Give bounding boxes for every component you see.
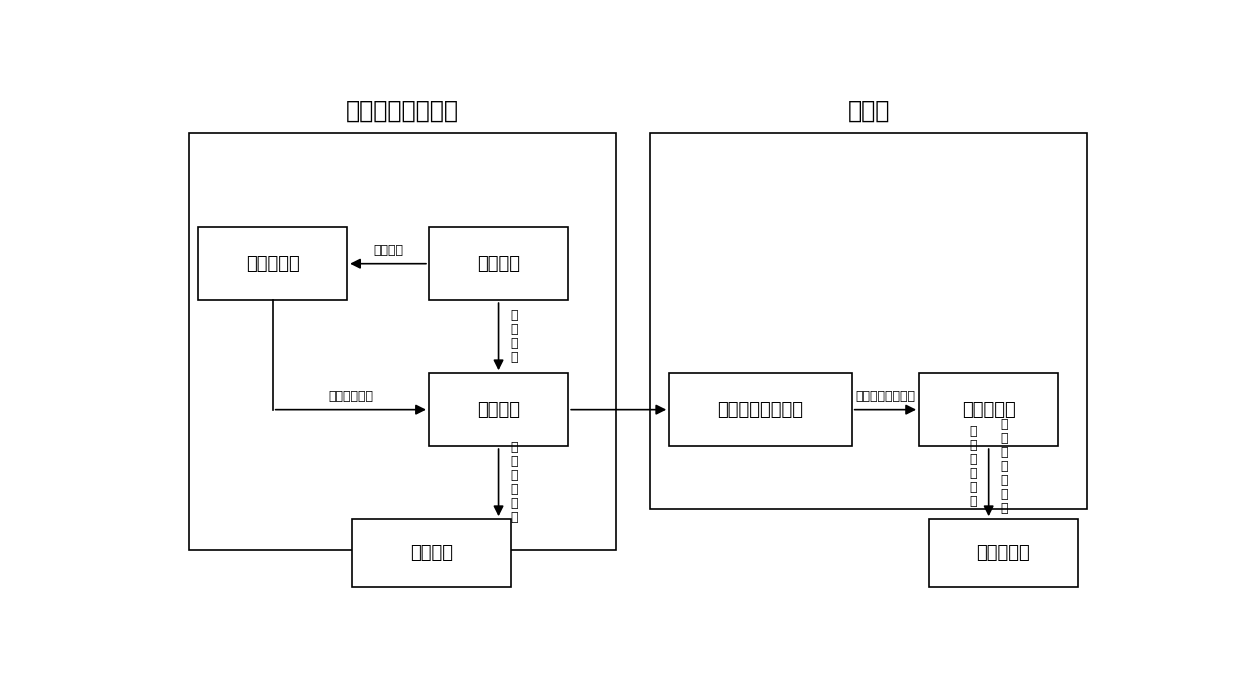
Bar bbox=[650, 133, 1087, 508]
Bar bbox=[670, 373, 852, 446]
Text: 计算所需热量功率: 计算所需热量功率 bbox=[856, 391, 915, 403]
Bar bbox=[929, 519, 1078, 587]
Text: 信号接受总调度端: 信号接受总调度端 bbox=[718, 401, 804, 418]
Bar bbox=[198, 227, 347, 300]
Bar bbox=[919, 373, 1059, 446]
Text: 显示温度: 显示温度 bbox=[373, 244, 403, 257]
Text: 中控台: 中控台 bbox=[847, 99, 890, 123]
Text: 控
制
运
行
功
率: 控 制 运 行 功 率 bbox=[970, 426, 977, 508]
Text: 温度调节控制器中: 温度调节控制器中 bbox=[346, 99, 459, 123]
Text: 信号执行端: 信号执行端 bbox=[962, 401, 1016, 418]
Bar bbox=[429, 227, 568, 300]
Text: 预设温度信息: 预设温度信息 bbox=[329, 391, 373, 403]
Text: 调热开关: 调热开关 bbox=[409, 544, 453, 562]
Bar bbox=[188, 133, 616, 550]
Text: 探温装置: 探温装置 bbox=[477, 255, 520, 273]
Text: 控
制
开
口
大
小: 控 制 开 口 大 小 bbox=[510, 441, 517, 524]
Text: 空气能热泵: 空气能热泵 bbox=[976, 544, 1030, 562]
Text: 传
输
数
据: 传 输 数 据 bbox=[510, 309, 517, 364]
Text: 调控模块: 调控模块 bbox=[477, 401, 520, 418]
Text: 控
制
启
动
或
待
机: 控 制 启 动 或 待 机 bbox=[1001, 418, 1008, 515]
Bar bbox=[352, 519, 511, 587]
Bar bbox=[429, 373, 568, 446]
Text: 温度触摸屏: 温度触摸屏 bbox=[246, 255, 300, 273]
